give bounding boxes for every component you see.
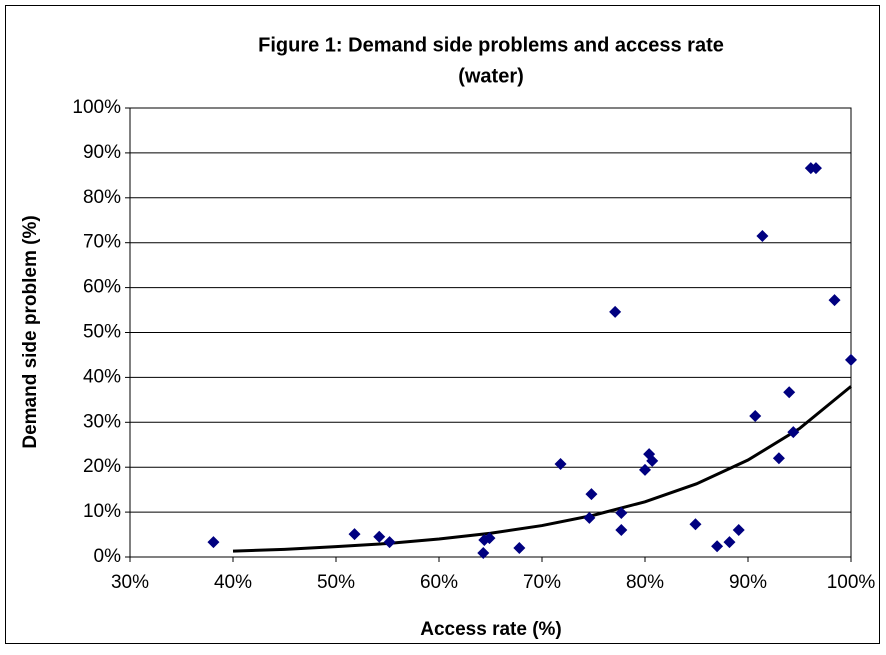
- chart-title: Figure 1: Demand side problems and acces…: [258, 34, 724, 56]
- x-tick-label: 40%: [214, 572, 252, 593]
- x-tick-label: 50%: [317, 572, 355, 593]
- point: [615, 506, 628, 519]
- point: [809, 162, 822, 175]
- point: [723, 536, 736, 549]
- point: [646, 454, 659, 467]
- point: [207, 536, 220, 549]
- point: [583, 511, 596, 524]
- point: [609, 305, 622, 318]
- point: [828, 294, 841, 307]
- y-tick-label: 20%: [83, 456, 121, 477]
- point: [749, 410, 762, 423]
- point: [373, 530, 386, 543]
- point: [732, 524, 745, 537]
- point: [787, 426, 800, 439]
- point: [477, 546, 490, 559]
- x-tick-label: 70%: [523, 572, 561, 593]
- point: [772, 452, 785, 465]
- point: [845, 353, 857, 366]
- point: [513, 542, 526, 555]
- y-axis-label: Demand side problem (%): [20, 215, 41, 448]
- x-axis-label: Access rate (%): [420, 619, 562, 640]
- point: [783, 386, 796, 399]
- point: [756, 229, 769, 242]
- point: [689, 518, 702, 531]
- plot-frame: [129, 107, 852, 558]
- point: [554, 458, 567, 471]
- point: [585, 488, 598, 501]
- y-tick-label: 30%: [83, 411, 121, 432]
- point: [383, 536, 396, 549]
- y-tick-label: 50%: [83, 322, 121, 343]
- y-tick-label: 90%: [83, 142, 121, 163]
- y-tick-label: 0%: [94, 546, 122, 567]
- y-tick-label: 70%: [83, 232, 121, 253]
- chart-frame: [5, 5, 880, 644]
- y-tick-label: 10%: [83, 501, 121, 522]
- y-tick-label: 40%: [83, 366, 121, 387]
- y-tick-label: 100%: [72, 97, 121, 118]
- chart-title: (water): [458, 65, 524, 87]
- point: [348, 528, 361, 541]
- point: [483, 532, 496, 545]
- trendline: [232, 385, 852, 553]
- point: [615, 524, 628, 537]
- x-tick-label: 100%: [827, 572, 876, 593]
- x-tick-label: 90%: [729, 572, 767, 593]
- y-tick-label: 60%: [83, 277, 121, 298]
- x-tick-label: 30%: [111, 572, 149, 593]
- x-tick-label: 60%: [420, 572, 458, 593]
- point: [711, 540, 724, 553]
- point: [639, 463, 651, 476]
- x-tick-label: 80%: [626, 572, 664, 593]
- y-tick-label: 80%: [83, 187, 121, 208]
